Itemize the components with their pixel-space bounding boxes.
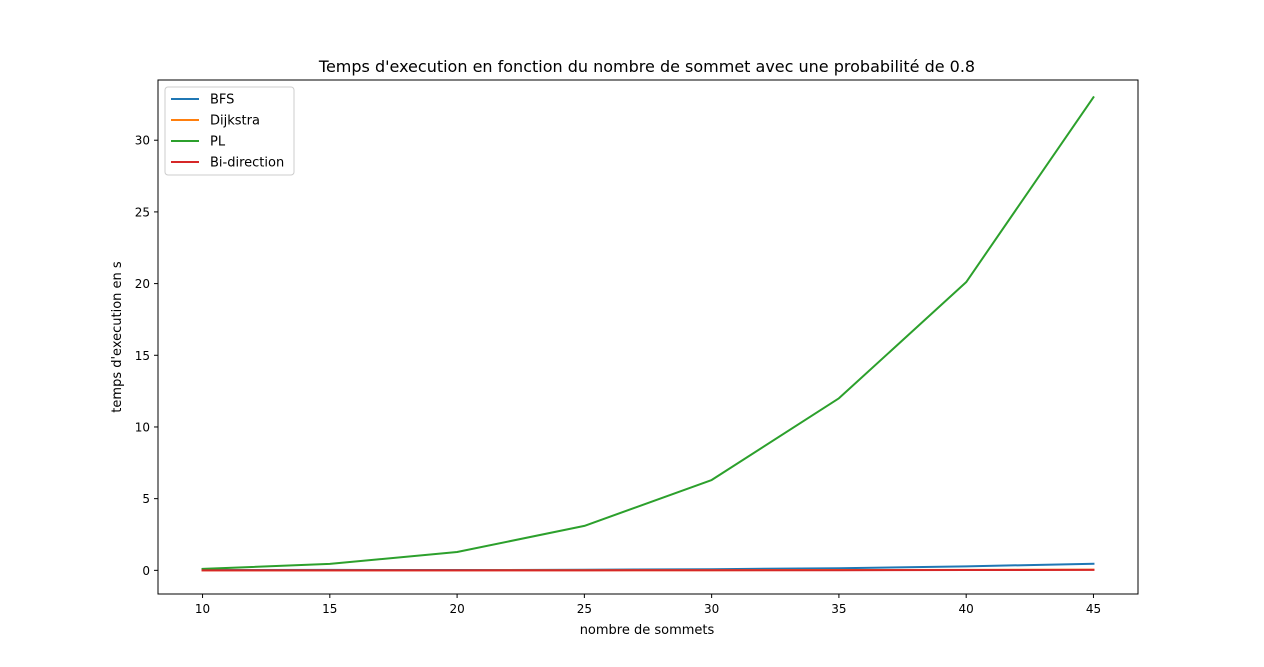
x-tick-label: 45	[1086, 602, 1101, 616]
legend-label: Dijkstra	[210, 114, 260, 129]
x-tick-label: 30	[704, 602, 719, 616]
x-tick-label: 15	[322, 602, 337, 616]
series-line-pl	[201, 95, 1095, 570]
legend: BFS Dijkstra PL Bi-direction	[164, 86, 295, 176]
y-tick-label: 0	[142, 564, 150, 578]
y-tick-label: 15	[135, 349, 150, 363]
x-tick-label: 20	[449, 602, 464, 616]
legend-label: BFS	[210, 93, 234, 108]
y-tick-label: 30	[135, 134, 150, 148]
y-tick-label: 25	[135, 205, 150, 219]
x-tick-label: 25	[577, 602, 592, 616]
chart-title: Temps d'execution en fonction du nombre …	[318, 57, 975, 76]
y-axis-label: temps d'execution en s	[110, 261, 125, 413]
legend-label: Bi-direction	[210, 156, 284, 171]
plot-area	[157, 79, 1139, 595]
legend-box	[164, 86, 295, 176]
y-tick-label: 20	[135, 277, 150, 291]
x-axis: 10 15 20 25 30 35 40 45	[195, 594, 1101, 616]
legend-label: PL	[210, 135, 226, 150]
x-axis-label: nombre de sommets	[580, 623, 715, 638]
legend-items: BFS Dijkstra PL Bi-direction	[171, 93, 284, 171]
series-layer	[201, 95, 1095, 572]
y-tick-label: 10	[135, 420, 150, 434]
y-tick-label: 5	[142, 492, 150, 506]
x-tick-label: 40	[959, 602, 974, 616]
x-tick-label: 10	[195, 602, 210, 616]
x-tick-label: 35	[831, 602, 846, 616]
y-axis: 0 5 10 15 20 25 30	[135, 134, 158, 578]
